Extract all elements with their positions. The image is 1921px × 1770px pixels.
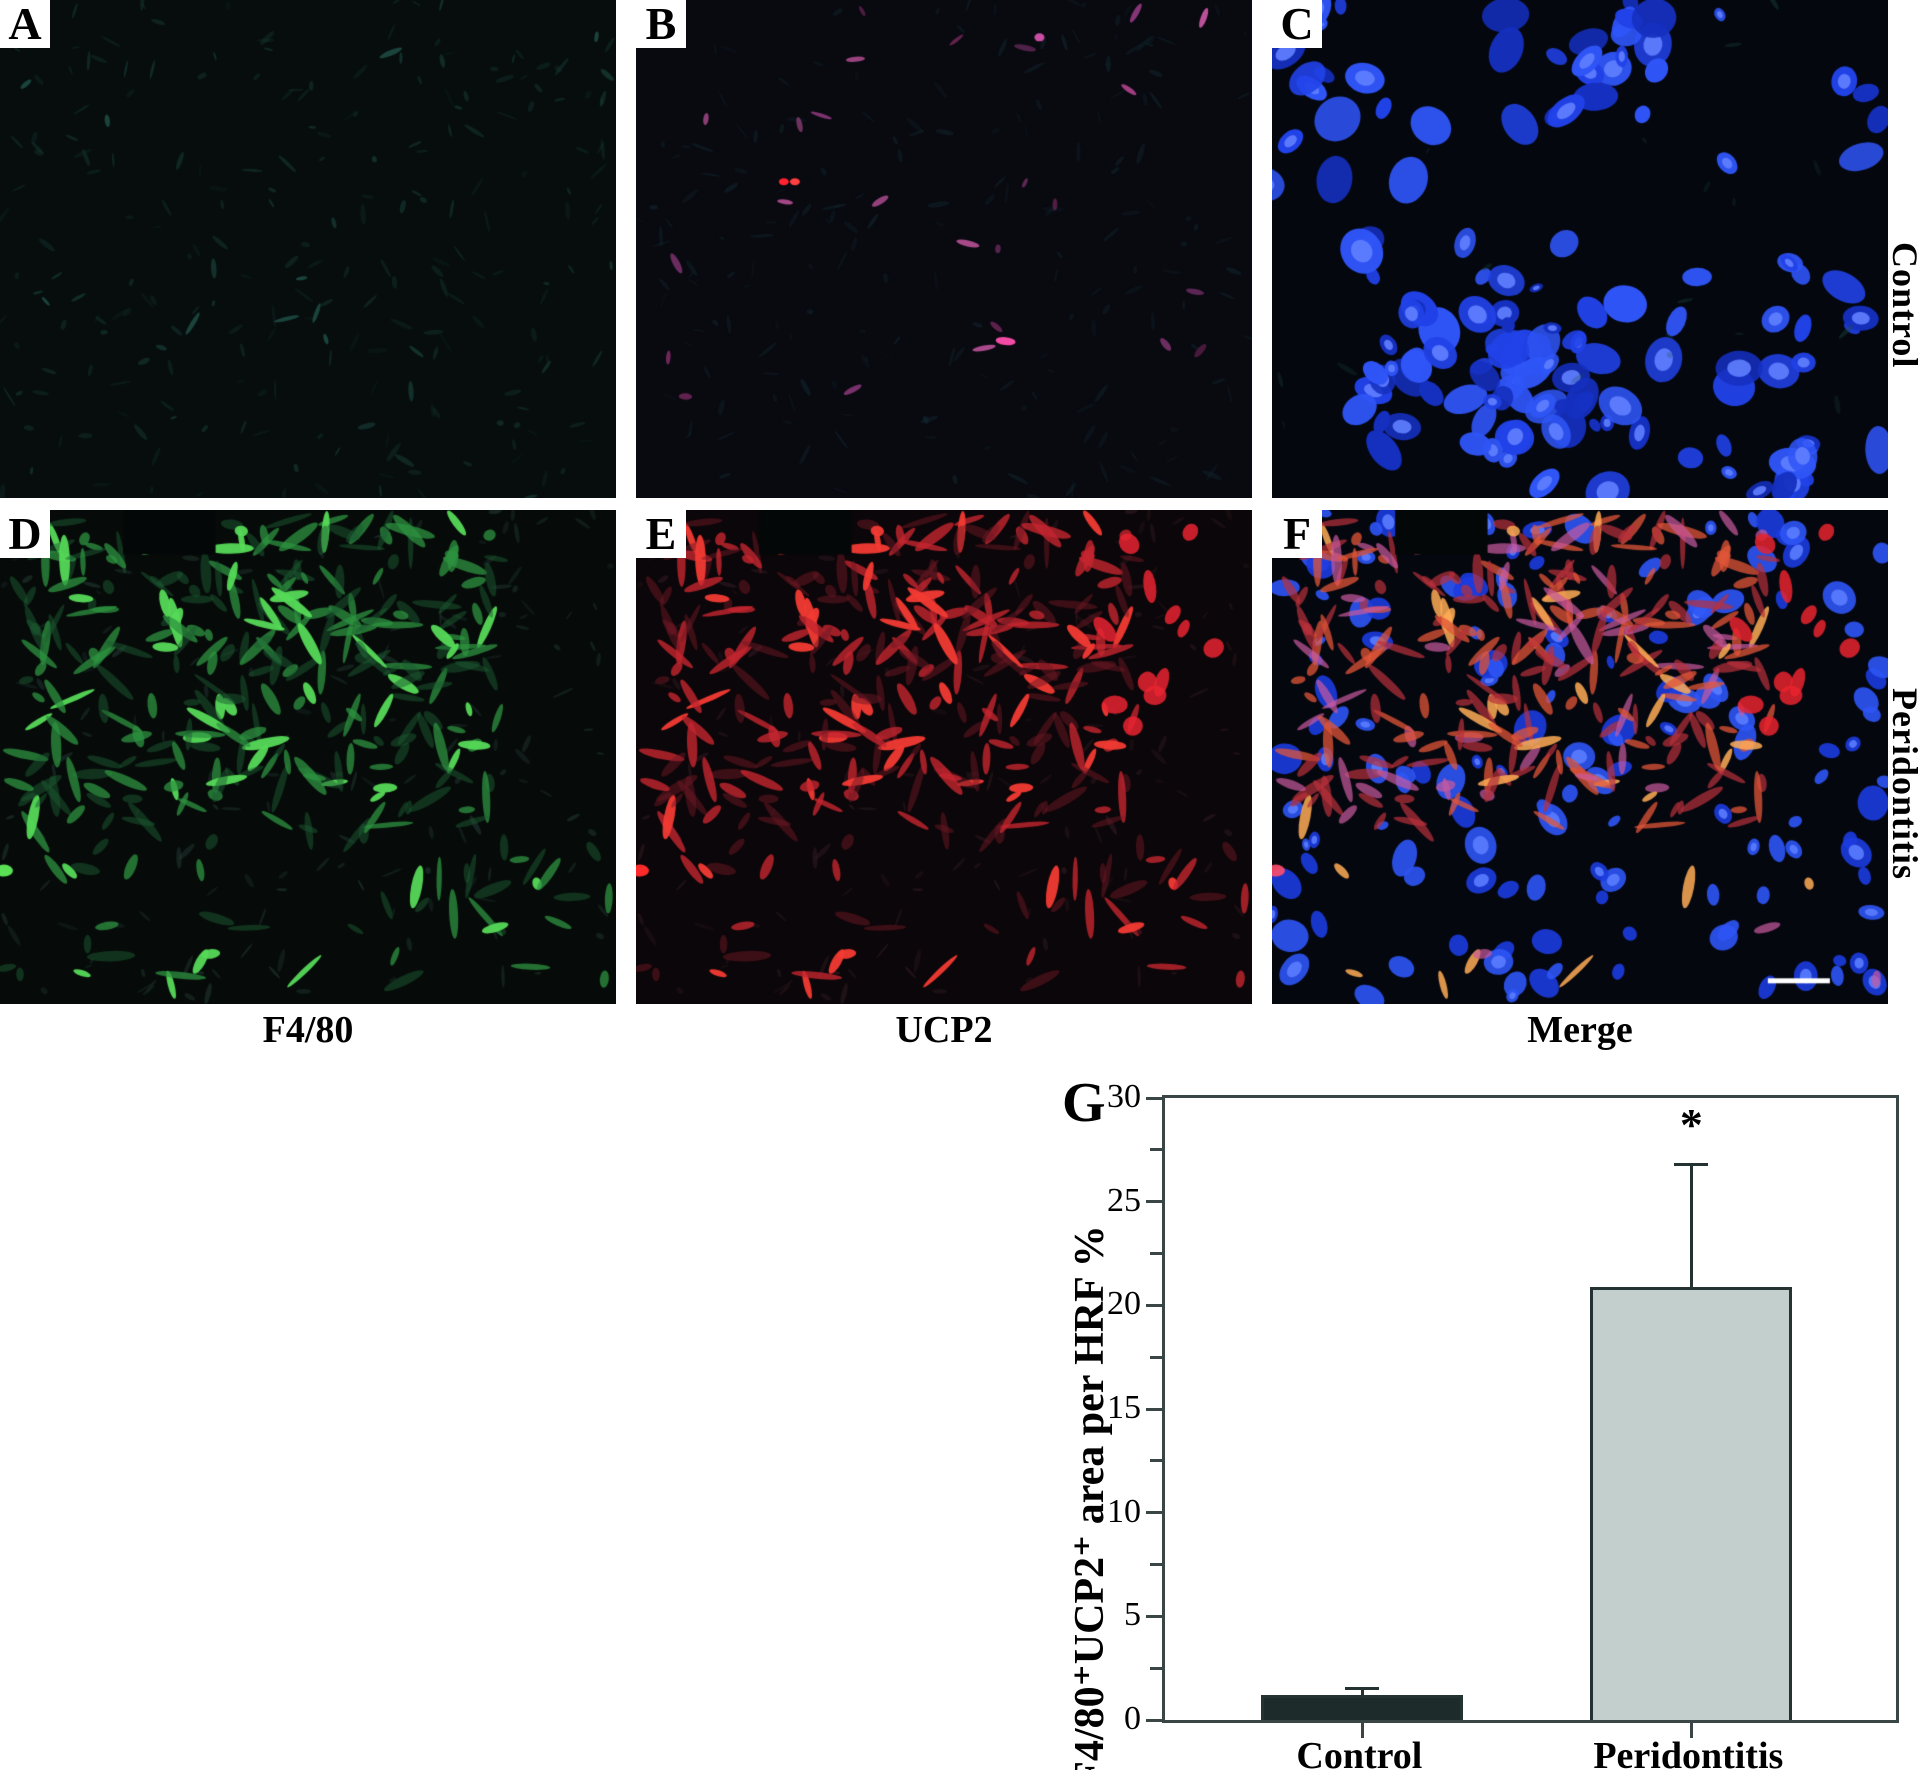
panel-d-image [0, 510, 616, 1004]
chart-panel-g: G F4/80⁺UCP2⁺ area per HRF % 0 5 10 15 20 25 3… [1040, 1075, 1921, 1770]
y-major-tick [1146, 1096, 1162, 1100]
y-tick-label: 20 [1107, 1285, 1141, 1323]
panel-c-label: C [1272, 0, 1322, 48]
column-label-f480: F4/80 [262, 1009, 354, 1051]
y-major-tick [1146, 1614, 1162, 1618]
y-tick-label: 10 [1107, 1492, 1141, 1530]
panel-b-label: B [636, 0, 686, 48]
y-tick-label: 0 [1124, 1700, 1141, 1737]
panel-e-image [636, 510, 1252, 1004]
panel-a-image [0, 0, 616, 498]
y-major-tick [1146, 1303, 1162, 1307]
x-category-label-peridontitis: Peridontitis [1593, 1735, 1784, 1770]
y-minor-tick [1150, 1148, 1162, 1152]
error-bar-cap [1345, 1687, 1380, 1691]
y-tick-label: 30 [1107, 1078, 1141, 1115]
bar-peridontitis [1590, 1286, 1793, 1720]
y-minor-tick [1150, 1563, 1162, 1566]
x-tick [1360, 1720, 1364, 1738]
y-major-tick [1146, 1200, 1162, 1204]
error-bar-stem [1360, 1688, 1364, 1696]
y-minor-tick [1150, 1252, 1162, 1255]
panel-e-label: E [636, 510, 686, 558]
column-label-ucp2: UCP2 [895, 1009, 993, 1051]
error-bar-cap [1674, 1162, 1709, 1166]
panel-f-image [1272, 510, 1888, 1004]
panel-b-image [636, 0, 1252, 498]
panel-a-label: A [0, 0, 50, 48]
panel-d-label: D [0, 510, 50, 558]
panel-b: B [636, 0, 1252, 498]
row-label-control: Control [1885, 242, 1921, 369]
y-minor-tick [1150, 1355, 1162, 1359]
panel-c-image [1272, 0, 1888, 498]
row-label-peridontitis: Peridontitis [1885, 688, 1921, 880]
error-bar-stem [1689, 1164, 1693, 1287]
y-major-tick [1146, 1718, 1162, 1722]
panel-c: C [1272, 0, 1888, 498]
y-tick-label: 25 [1107, 1181, 1141, 1219]
x-tick [1689, 1720, 1693, 1738]
y-major-tick [1146, 1511, 1162, 1515]
panel-g-label: G [1062, 1072, 1106, 1134]
y-major-tick [1146, 1407, 1162, 1411]
chart-plot-area: 0 5 10 15 20 25 30 * [1107, 1079, 1899, 1738]
x-category-label-control: Control [1296, 1735, 1423, 1770]
column-label-merge: Merge [1527, 1009, 1633, 1051]
y-minor-tick [1150, 1666, 1162, 1670]
panel-a: A [0, 0, 616, 498]
panel-e: E [636, 510, 1252, 1004]
y-tick-label: 15 [1107, 1389, 1141, 1426]
y-tick-label: 5 [1124, 1596, 1141, 1634]
panel-f: F [1272, 510, 1888, 1004]
panel-d: D [0, 510, 616, 1004]
panel-f-label: F [1272, 510, 1322, 558]
y-minor-tick [1150, 1459, 1162, 1463]
bar-control [1261, 1695, 1464, 1720]
significance-asterisk: * [1679, 1099, 1703, 1151]
